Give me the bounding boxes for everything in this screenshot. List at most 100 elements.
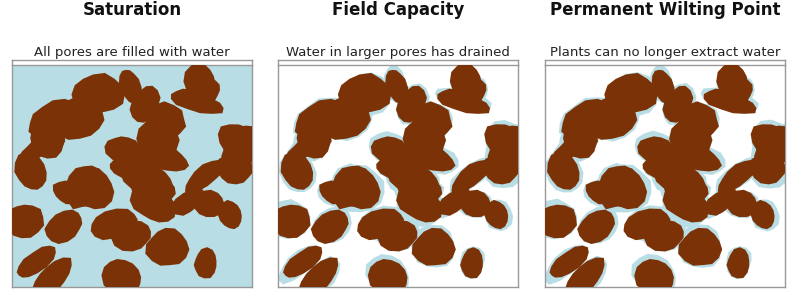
Polygon shape bbox=[484, 124, 528, 164]
Polygon shape bbox=[674, 194, 705, 216]
Polygon shape bbox=[297, 126, 330, 159]
Polygon shape bbox=[677, 224, 721, 268]
Polygon shape bbox=[634, 131, 677, 167]
Polygon shape bbox=[565, 258, 605, 296]
Polygon shape bbox=[116, 64, 142, 104]
Polygon shape bbox=[312, 207, 352, 243]
Polygon shape bbox=[283, 246, 322, 278]
Polygon shape bbox=[412, 144, 455, 171]
Polygon shape bbox=[358, 206, 405, 241]
Polygon shape bbox=[545, 151, 583, 192]
Polygon shape bbox=[72, 168, 114, 209]
Polygon shape bbox=[411, 225, 454, 268]
Polygon shape bbox=[678, 101, 719, 140]
Polygon shape bbox=[266, 199, 310, 239]
Polygon shape bbox=[375, 218, 421, 251]
Polygon shape bbox=[538, 205, 577, 238]
Polygon shape bbox=[90, 209, 138, 240]
Polygon shape bbox=[442, 151, 476, 175]
Polygon shape bbox=[625, 205, 672, 241]
Polygon shape bbox=[566, 256, 607, 296]
Polygon shape bbox=[300, 256, 340, 296]
Polygon shape bbox=[559, 97, 619, 141]
Polygon shape bbox=[598, 165, 636, 209]
Polygon shape bbox=[130, 183, 181, 228]
Polygon shape bbox=[52, 96, 105, 140]
Polygon shape bbox=[5, 205, 44, 238]
Polygon shape bbox=[397, 165, 440, 204]
Polygon shape bbox=[138, 102, 187, 139]
Polygon shape bbox=[121, 169, 176, 200]
Polygon shape bbox=[547, 152, 579, 190]
Polygon shape bbox=[376, 159, 417, 181]
Polygon shape bbox=[292, 132, 332, 157]
Polygon shape bbox=[168, 185, 205, 219]
Polygon shape bbox=[292, 132, 332, 157]
Polygon shape bbox=[385, 165, 445, 200]
Polygon shape bbox=[53, 181, 86, 204]
Polygon shape bbox=[397, 184, 446, 227]
Polygon shape bbox=[45, 206, 86, 244]
Polygon shape bbox=[658, 164, 706, 207]
Polygon shape bbox=[130, 188, 175, 223]
Polygon shape bbox=[644, 220, 684, 251]
Polygon shape bbox=[218, 199, 247, 232]
Polygon shape bbox=[194, 246, 219, 280]
Polygon shape bbox=[716, 62, 749, 97]
Polygon shape bbox=[119, 153, 156, 180]
Polygon shape bbox=[182, 155, 229, 195]
Polygon shape bbox=[111, 220, 151, 251]
Polygon shape bbox=[167, 87, 226, 113]
Polygon shape bbox=[334, 165, 385, 212]
Polygon shape bbox=[283, 139, 308, 178]
Polygon shape bbox=[129, 83, 164, 125]
Polygon shape bbox=[470, 251, 514, 279]
Polygon shape bbox=[396, 86, 427, 123]
Polygon shape bbox=[642, 159, 683, 181]
Polygon shape bbox=[216, 152, 259, 189]
Polygon shape bbox=[577, 210, 615, 244]
Polygon shape bbox=[279, 245, 322, 284]
Polygon shape bbox=[135, 115, 180, 167]
Polygon shape bbox=[321, 98, 373, 141]
Polygon shape bbox=[597, 163, 637, 211]
Polygon shape bbox=[300, 66, 343, 100]
Polygon shape bbox=[387, 169, 442, 200]
Polygon shape bbox=[437, 189, 470, 216]
Polygon shape bbox=[282, 141, 308, 177]
Polygon shape bbox=[124, 154, 155, 176]
Polygon shape bbox=[371, 136, 408, 167]
Polygon shape bbox=[386, 153, 422, 180]
Polygon shape bbox=[222, 126, 261, 173]
Polygon shape bbox=[338, 73, 391, 113]
Polygon shape bbox=[678, 144, 722, 171]
Polygon shape bbox=[16, 141, 42, 177]
Polygon shape bbox=[298, 258, 338, 296]
Polygon shape bbox=[751, 200, 780, 231]
Polygon shape bbox=[293, 123, 329, 161]
Polygon shape bbox=[279, 151, 317, 192]
Polygon shape bbox=[485, 200, 513, 231]
Polygon shape bbox=[558, 132, 599, 157]
Polygon shape bbox=[678, 228, 722, 266]
Polygon shape bbox=[638, 136, 674, 167]
Polygon shape bbox=[146, 228, 190, 266]
Polygon shape bbox=[396, 188, 442, 223]
Polygon shape bbox=[663, 165, 706, 204]
Polygon shape bbox=[183, 62, 216, 97]
Polygon shape bbox=[652, 70, 674, 104]
Polygon shape bbox=[26, 122, 63, 162]
Polygon shape bbox=[366, 254, 409, 296]
Polygon shape bbox=[726, 190, 758, 217]
Polygon shape bbox=[460, 190, 491, 217]
Polygon shape bbox=[598, 165, 639, 206]
Polygon shape bbox=[669, 115, 713, 167]
Polygon shape bbox=[718, 160, 758, 194]
Polygon shape bbox=[754, 126, 794, 173]
Polygon shape bbox=[435, 97, 470, 118]
Polygon shape bbox=[118, 164, 179, 201]
Polygon shape bbox=[459, 77, 488, 105]
Polygon shape bbox=[485, 120, 529, 164]
Polygon shape bbox=[218, 124, 262, 164]
Polygon shape bbox=[704, 89, 757, 114]
